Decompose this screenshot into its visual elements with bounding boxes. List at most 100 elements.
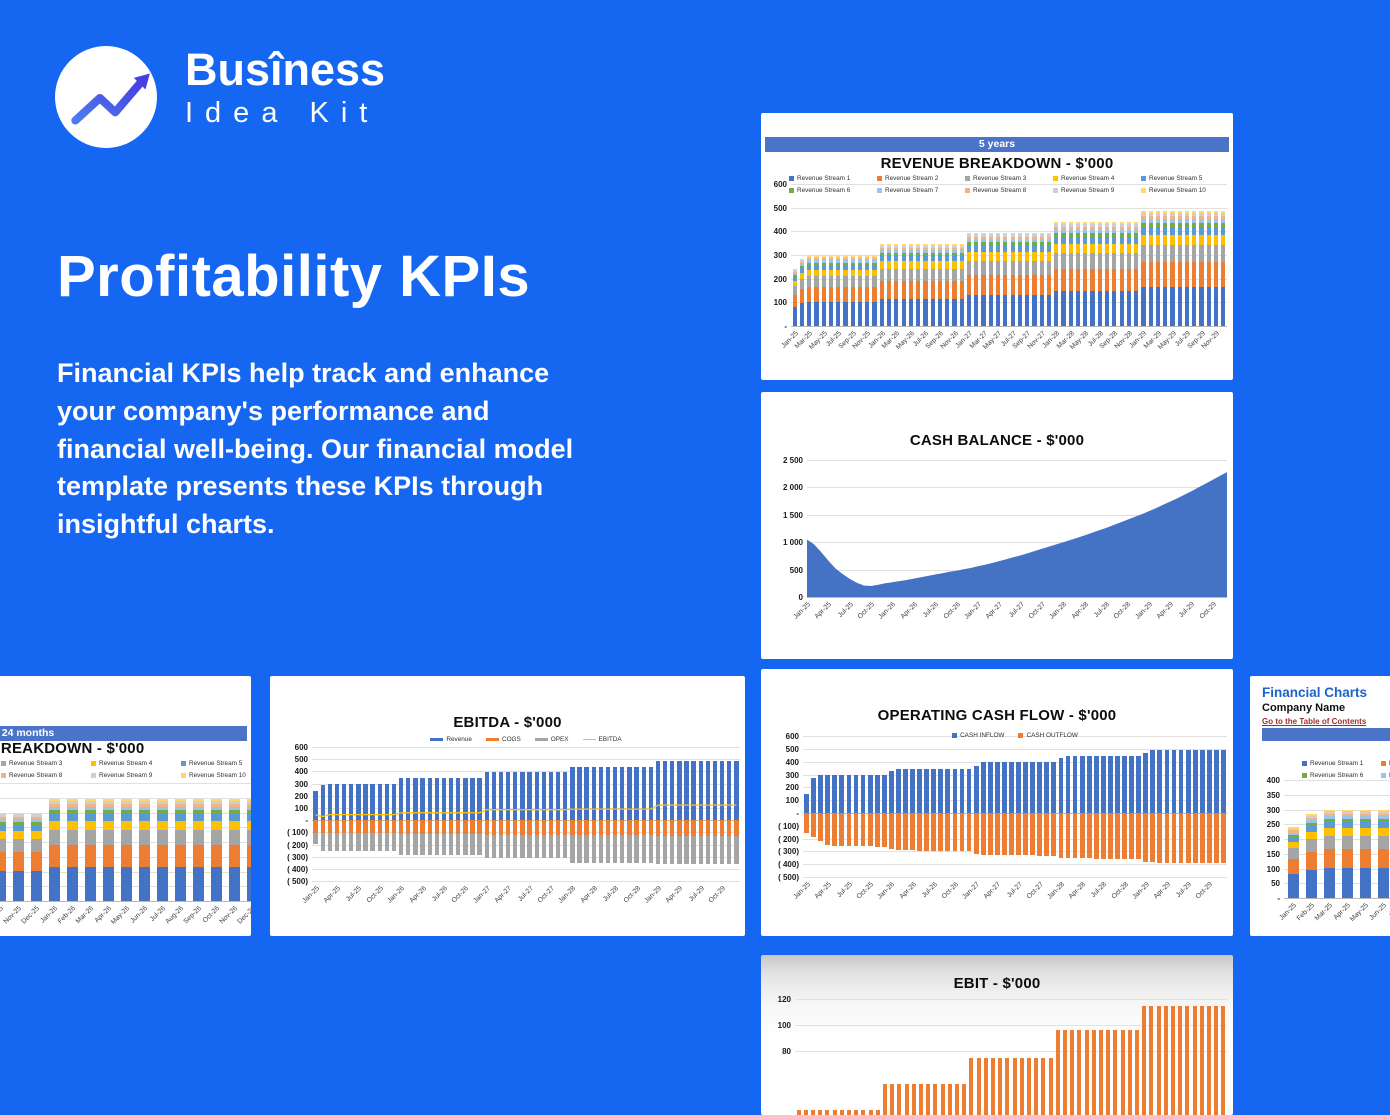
bar-segment — [157, 821, 168, 830]
positive-bar — [1023, 762, 1028, 813]
gridline — [807, 597, 1227, 598]
bar — [926, 1084, 930, 1115]
legend-marker-icon — [965, 188, 970, 193]
bar-segment — [1214, 245, 1218, 262]
bar — [955, 1084, 959, 1115]
y-axis-label: 100 — [761, 1021, 791, 1030]
stacked-bar — [1360, 810, 1371, 899]
brand-header: Busîness Idea Kit — [55, 46, 385, 148]
legend-marker-icon — [486, 738, 499, 741]
y-axis-label: 300 — [761, 251, 787, 260]
bar-segment — [103, 821, 114, 830]
negative-bar — [854, 813, 859, 846]
bar-segment — [1141, 227, 1145, 235]
bar-segment — [31, 831, 42, 839]
stacked-bar — [175, 799, 186, 901]
stacked-bar — [1199, 211, 1203, 327]
bar-segment — [1185, 245, 1189, 262]
negative-bar — [882, 813, 887, 847]
bar-segment — [229, 814, 240, 821]
bar-segment — [1221, 262, 1225, 287]
positive-bar — [960, 769, 965, 813]
area-series — [807, 460, 1227, 597]
bar-segment — [916, 299, 920, 326]
bar-segment — [967, 275, 971, 295]
bar — [991, 1058, 995, 1115]
legend-label: Revenue Stream 10 — [1149, 187, 1206, 194]
negative-bar — [1073, 813, 1078, 859]
negative-bar — [1129, 813, 1134, 859]
stacked-bar — [931, 244, 935, 326]
negative-bar — [1172, 813, 1177, 863]
bar-segment — [1076, 291, 1080, 326]
y-axis-label: 2 500 — [765, 456, 803, 465]
positive-bar — [882, 775, 887, 814]
bar-segment — [1040, 275, 1044, 295]
bar-segment — [1185, 287, 1189, 326]
bar-segment — [1098, 269, 1102, 291]
stacked-bar — [865, 255, 869, 326]
bar-segment — [836, 287, 840, 302]
bar-segment — [1105, 291, 1109, 326]
bar-segment — [0, 839, 6, 852]
bar-segment — [1011, 275, 1015, 295]
bar-segment — [1047, 252, 1051, 260]
negative-bar — [1094, 813, 1099, 859]
bar-segment — [1134, 269, 1138, 291]
bar-segment — [1170, 227, 1174, 235]
negative-bar — [1087, 813, 1092, 859]
bar-segment — [211, 821, 222, 830]
bar-segment — [1090, 269, 1094, 291]
y-axis-label: ( 300) — [761, 847, 799, 856]
bar-segment — [1288, 848, 1299, 859]
legend-marker-icon — [1302, 761, 1307, 766]
bar-segment — [1011, 261, 1015, 275]
bar-segment — [1156, 235, 1160, 245]
bar-segment — [945, 269, 949, 281]
bar-segment — [193, 830, 204, 845]
stacked-bar — [1185, 211, 1189, 327]
legend-marker-icon — [789, 188, 794, 193]
bar-segment — [1061, 237, 1065, 244]
stacked-bar — [800, 259, 804, 326]
y-axis-label: 200 — [761, 275, 787, 284]
bar-segment — [139, 814, 150, 821]
bar-segment — [945, 299, 949, 326]
bar-segment — [1360, 828, 1371, 836]
bar-segment — [1018, 295, 1022, 326]
stacked-bar — [193, 799, 204, 901]
bar-segment — [1061, 244, 1065, 253]
bar-segment — [247, 845, 252, 867]
stacked-bar — [1098, 222, 1102, 326]
positive-bar — [1150, 750, 1155, 813]
y-axis-label: 1 000 — [765, 538, 803, 547]
bar-segment — [858, 276, 862, 287]
positive-bar — [1101, 756, 1106, 813]
stacked-bar — [981, 233, 985, 327]
bar-segment — [85, 821, 96, 830]
stacked-bar — [1105, 222, 1109, 326]
bar-segment — [193, 814, 204, 821]
bar-segment — [1170, 287, 1174, 326]
stacked-bar — [887, 244, 891, 326]
bar-segment — [1149, 287, 1153, 326]
negative-bar — [1150, 813, 1155, 863]
bar-segment — [1112, 253, 1116, 269]
bar-segment — [1342, 849, 1353, 868]
y-axis-label: 200 — [761, 783, 799, 792]
bar-segment — [1069, 253, 1073, 269]
legend-marker-icon — [1302, 773, 1307, 778]
bar-segment — [1199, 235, 1203, 245]
gridline — [795, 1051, 1227, 1052]
bar-segment — [1120, 253, 1124, 269]
bar-segment — [1134, 253, 1138, 269]
legend-item: Revenue Stream 7 — [877, 187, 963, 194]
stacked-bar — [1288, 827, 1299, 898]
bar-segment — [1207, 245, 1211, 262]
bar — [969, 1058, 973, 1115]
bar-segment — [175, 814, 186, 821]
bar-segment — [1378, 868, 1389, 898]
y-axis-label: 500 — [270, 755, 308, 764]
